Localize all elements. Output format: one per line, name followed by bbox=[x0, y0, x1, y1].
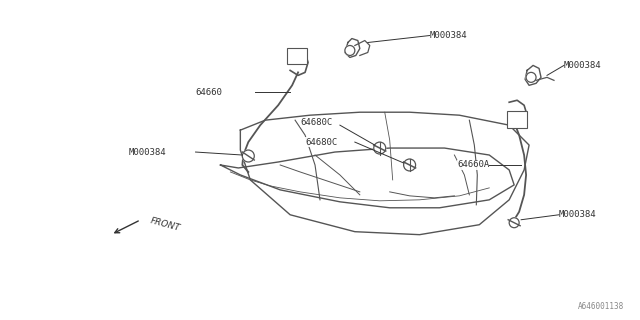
Circle shape bbox=[526, 72, 536, 82]
Text: 64660A: 64660A bbox=[457, 160, 489, 170]
Text: M000384: M000384 bbox=[429, 31, 467, 40]
Text: M000384: M000384 bbox=[564, 61, 602, 70]
Circle shape bbox=[509, 218, 519, 228]
Text: 64680C: 64680C bbox=[300, 118, 332, 127]
Circle shape bbox=[374, 142, 386, 154]
Text: A646001138: A646001138 bbox=[577, 302, 623, 311]
Text: 64660: 64660 bbox=[196, 88, 223, 97]
Circle shape bbox=[345, 45, 355, 55]
Text: M000384: M000384 bbox=[559, 210, 596, 219]
FancyBboxPatch shape bbox=[287, 49, 307, 64]
FancyBboxPatch shape bbox=[507, 111, 527, 128]
Text: FRONT: FRONT bbox=[148, 216, 180, 233]
Text: M000384: M000384 bbox=[129, 148, 166, 156]
Circle shape bbox=[243, 150, 254, 162]
Circle shape bbox=[404, 159, 415, 171]
Text: 64680C: 64680C bbox=[305, 138, 337, 147]
